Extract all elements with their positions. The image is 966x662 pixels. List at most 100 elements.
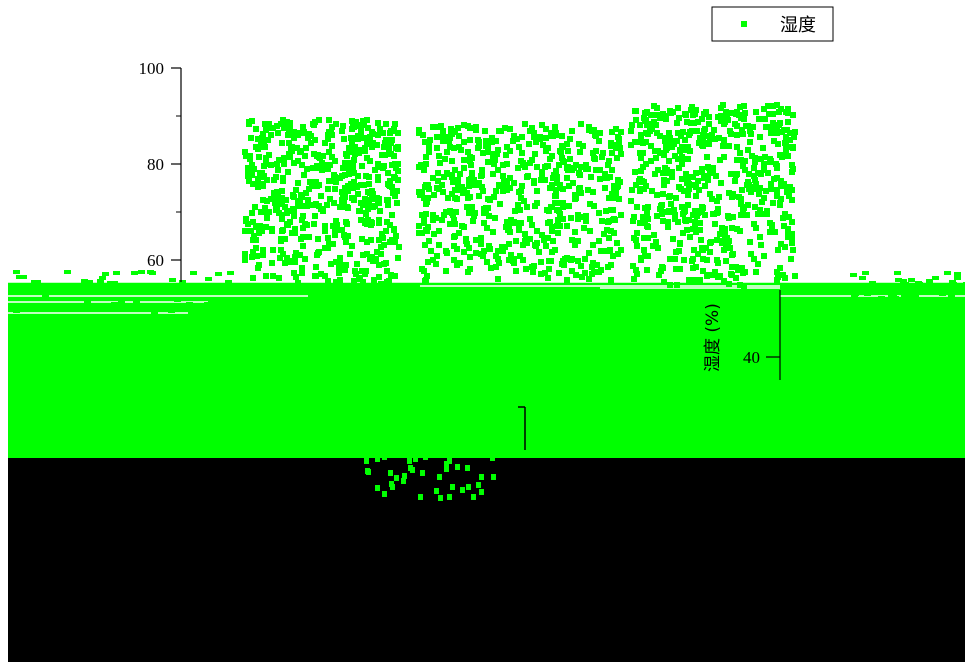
data-point	[518, 220, 524, 226]
data-point	[768, 130, 774, 136]
data-point	[471, 494, 476, 500]
data-point	[755, 261, 761, 267]
data-point	[908, 294, 915, 298]
data-point	[358, 182, 364, 188]
data-point	[326, 241, 332, 247]
data-point	[284, 255, 290, 261]
data-point	[507, 148, 513, 154]
data-point	[25, 304, 32, 308]
data-point	[669, 169, 675, 175]
data-point	[667, 135, 673, 141]
data-point	[64, 270, 71, 274]
data-point	[757, 207, 763, 213]
data-point	[779, 154, 785, 160]
data-point	[511, 180, 517, 186]
data-point	[653, 122, 659, 128]
data-point	[609, 167, 615, 173]
data-point	[484, 225, 490, 231]
data-point	[715, 260, 721, 266]
data-point	[761, 195, 767, 201]
data-point	[449, 191, 455, 197]
data-point	[149, 271, 156, 275]
data-point	[182, 286, 189, 290]
data-point	[428, 248, 434, 254]
data-point	[789, 236, 795, 242]
data-point	[370, 258, 376, 264]
data-point	[423, 211, 429, 217]
data-point	[705, 177, 711, 183]
data-point	[466, 177, 472, 183]
data-point	[662, 165, 668, 171]
data-point	[661, 182, 667, 188]
data-point	[651, 103, 657, 109]
data-point	[742, 158, 748, 164]
data-point	[684, 119, 690, 125]
data-point	[386, 278, 392, 284]
data-point	[717, 231, 723, 237]
data-point	[602, 185, 608, 191]
data-point	[425, 224, 431, 230]
data-point	[534, 164, 540, 170]
data-point	[549, 228, 555, 234]
data-point	[722, 226, 728, 232]
data-point	[371, 277, 377, 283]
data-point	[293, 187, 299, 193]
data-point	[467, 266, 473, 272]
data-point	[549, 249, 555, 255]
data-point	[687, 148, 693, 154]
data-point	[461, 157, 467, 163]
data-point	[520, 242, 526, 248]
data-point	[671, 207, 677, 213]
data-point	[667, 282, 673, 288]
data-point	[242, 251, 248, 257]
data-point	[395, 177, 401, 183]
data-point	[290, 206, 296, 212]
data-point	[637, 176, 643, 182]
data-point	[467, 254, 473, 260]
data-point	[81, 279, 88, 283]
data-point	[362, 218, 368, 224]
data-point	[745, 179, 751, 185]
data-point	[699, 142, 705, 148]
data-point	[394, 200, 400, 206]
data-point	[782, 244, 788, 250]
data-point	[466, 484, 471, 490]
data-point	[538, 271, 544, 277]
data-point	[436, 153, 442, 159]
data-point	[712, 136, 718, 142]
data-point	[741, 103, 747, 109]
data-point	[329, 132, 335, 138]
data-point	[564, 255, 570, 261]
data-point	[609, 191, 615, 197]
data-point	[553, 187, 559, 193]
data-point	[286, 120, 292, 126]
data-point	[261, 209, 267, 215]
data-point	[131, 271, 138, 275]
data-point	[718, 180, 724, 186]
data-point	[13, 309, 20, 313]
data-point	[655, 167, 661, 173]
data-point	[438, 495, 443, 501]
data-point	[205, 306, 212, 310]
data-point	[732, 178, 738, 184]
data-point	[715, 274, 721, 280]
data-point	[423, 154, 429, 160]
data-point	[413, 456, 418, 462]
data-point	[850, 273, 857, 277]
data-point	[383, 228, 389, 234]
data-point	[479, 474, 484, 480]
data-point	[344, 221, 350, 227]
data-point	[613, 142, 619, 148]
data-point	[370, 204, 376, 210]
data-point	[559, 155, 565, 161]
data-point	[439, 217, 445, 223]
data-point	[245, 221, 251, 227]
data-point	[717, 157, 723, 163]
data-point	[445, 195, 451, 201]
data-point	[744, 212, 750, 218]
data-point	[753, 269, 759, 275]
data-point	[557, 185, 563, 191]
data-point	[589, 264, 595, 270]
data-point	[537, 134, 543, 140]
data-point	[855, 300, 862, 304]
